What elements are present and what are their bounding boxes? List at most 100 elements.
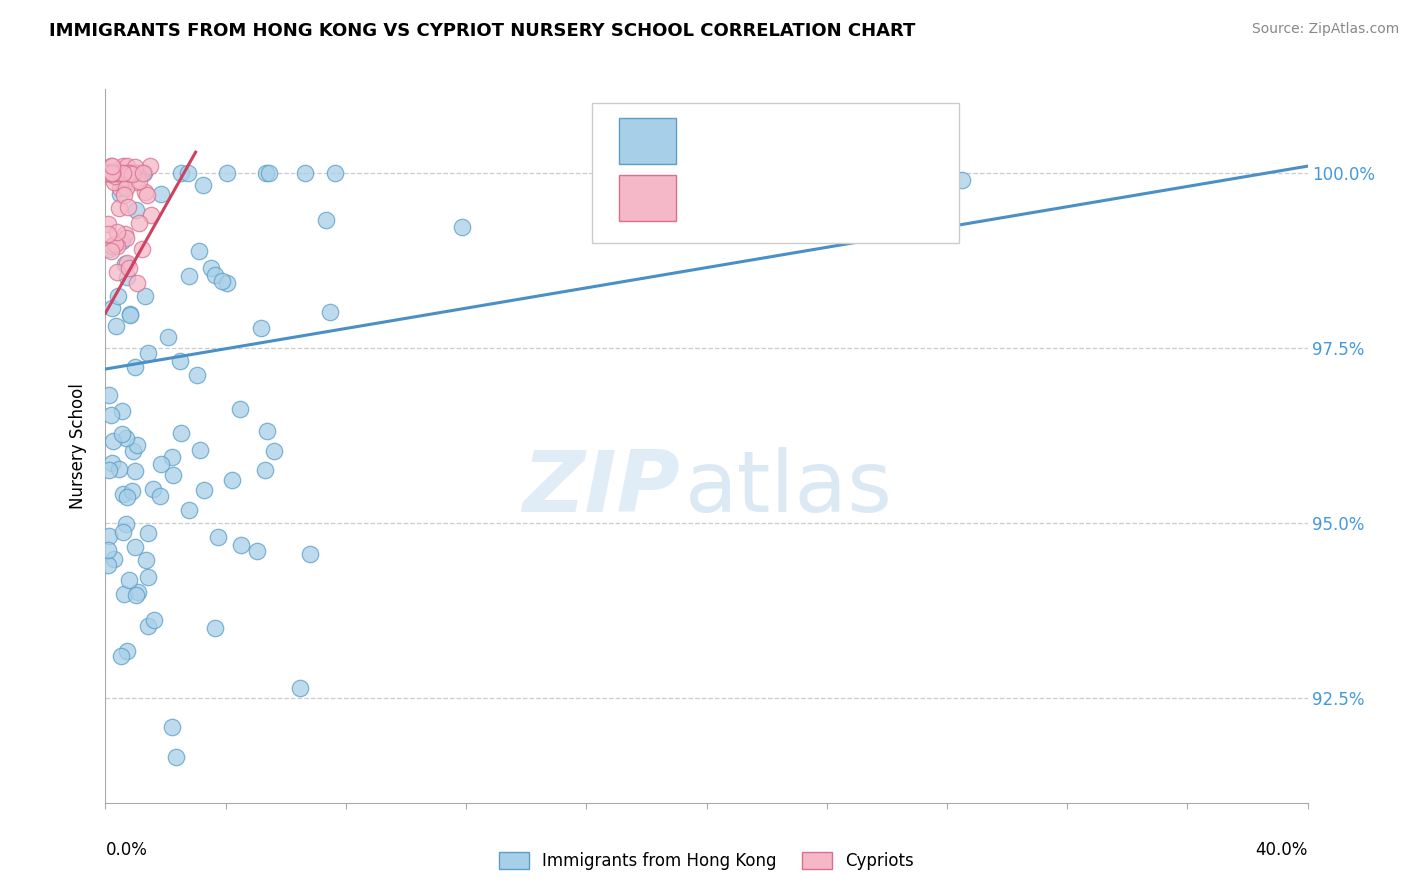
Point xyxy=(97,166,120,180)
Point xyxy=(105,239,128,253)
Point xyxy=(162,720,184,734)
Point xyxy=(263,444,285,458)
Point xyxy=(115,255,138,269)
Point xyxy=(117,261,139,276)
Legend: Immigrants from Hong Kong, Cypriots: Immigrants from Hong Kong, Cypriots xyxy=(492,845,921,877)
Point xyxy=(257,166,280,180)
Point xyxy=(115,159,138,173)
Point xyxy=(100,166,122,180)
Point xyxy=(97,227,120,242)
Point xyxy=(100,166,122,180)
Point xyxy=(117,166,139,180)
Point xyxy=(101,456,124,470)
Point xyxy=(246,544,269,558)
Text: Source: ZipAtlas.com: Source: ZipAtlas.com xyxy=(1251,22,1399,37)
FancyBboxPatch shape xyxy=(619,118,676,164)
Point xyxy=(124,160,146,174)
Point xyxy=(125,276,148,290)
Point xyxy=(127,166,149,180)
Point xyxy=(177,268,200,283)
Point xyxy=(114,431,136,445)
Point xyxy=(94,166,117,180)
Point xyxy=(127,438,149,452)
Point xyxy=(111,426,134,441)
Point xyxy=(110,181,132,195)
Point xyxy=(103,164,125,178)
Point xyxy=(117,166,139,180)
Point xyxy=(100,244,122,259)
Point xyxy=(103,552,125,566)
Point xyxy=(170,166,193,180)
Point xyxy=(142,482,165,496)
Point xyxy=(298,547,321,561)
Point xyxy=(124,359,146,374)
Point xyxy=(111,178,134,193)
Point xyxy=(249,320,271,334)
Point xyxy=(135,552,157,566)
Point xyxy=(97,558,120,572)
Point xyxy=(101,166,124,180)
Point xyxy=(111,166,134,180)
Point xyxy=(122,166,145,180)
Point xyxy=(101,239,124,253)
Point xyxy=(112,487,135,501)
Point xyxy=(104,237,127,252)
Point xyxy=(124,541,146,555)
Point xyxy=(117,269,139,284)
Point xyxy=(125,175,148,189)
Point xyxy=(108,166,131,180)
Point xyxy=(104,319,127,334)
Point xyxy=(193,178,215,193)
Point xyxy=(256,166,278,180)
Point xyxy=(112,166,135,180)
Point xyxy=(117,166,139,180)
Point xyxy=(97,166,120,180)
Point xyxy=(97,542,120,557)
Point xyxy=(323,166,346,180)
Point xyxy=(120,309,142,323)
Point xyxy=(96,166,118,180)
Point xyxy=(115,490,138,504)
Point xyxy=(169,353,191,368)
Point xyxy=(136,619,159,633)
Point xyxy=(165,750,187,764)
Point xyxy=(149,489,172,503)
Point xyxy=(315,213,337,227)
Text: R = 0.160   N = 110: R = 0.160 N = 110 xyxy=(690,132,872,150)
Point xyxy=(112,166,135,180)
Point xyxy=(104,166,127,180)
Point xyxy=(97,242,120,256)
Point xyxy=(122,166,145,180)
Point xyxy=(200,260,222,275)
Point xyxy=(136,346,159,360)
Point xyxy=(115,516,138,531)
Point xyxy=(101,166,124,180)
Point xyxy=(170,425,193,440)
Point xyxy=(101,166,124,180)
Point xyxy=(256,424,278,438)
Point xyxy=(122,166,145,180)
Point xyxy=(318,305,340,319)
Point xyxy=(128,173,150,187)
Point xyxy=(103,166,125,180)
Point xyxy=(98,388,121,402)
Point xyxy=(150,457,173,471)
Point xyxy=(136,570,159,584)
Point xyxy=(179,503,201,517)
Point xyxy=(107,166,129,180)
Point xyxy=(231,538,253,552)
Point xyxy=(215,277,238,291)
Point xyxy=(103,434,125,448)
Point xyxy=(127,584,149,599)
Point xyxy=(162,467,184,482)
Point xyxy=(94,166,117,180)
Point xyxy=(115,643,138,657)
Point xyxy=(97,217,120,231)
Point xyxy=(207,530,229,544)
Point xyxy=(142,613,165,627)
Point xyxy=(121,168,143,182)
Point xyxy=(139,208,162,222)
Point xyxy=(110,234,132,248)
Point xyxy=(122,444,145,458)
Point xyxy=(103,175,125,189)
